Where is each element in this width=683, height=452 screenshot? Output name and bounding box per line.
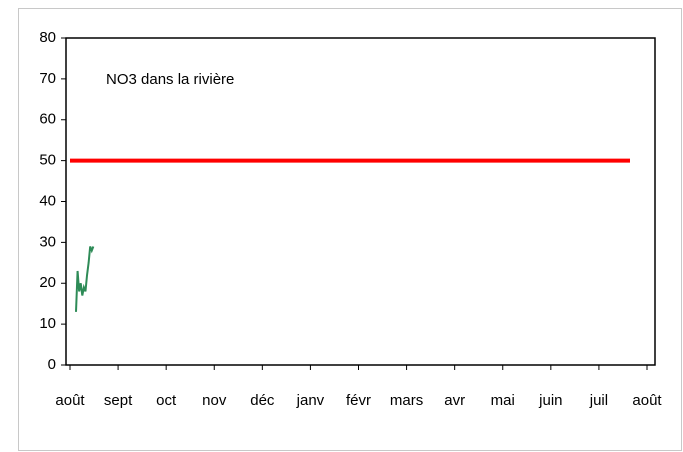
data-line [75,246,95,312]
x-tick-label: août [632,392,662,409]
x-tick-label: févr [346,392,371,409]
y-tick-label: 60 [39,111,56,128]
x-tick-label: août [55,392,85,409]
x-tick-label: nov [202,392,227,409]
x-tick-label: juil [589,392,608,409]
annotation: NO3 dans la rivière [106,71,234,88]
y-tick-label: 40 [39,192,56,209]
x-tick-label: janv [296,392,325,409]
chart-frame [18,8,682,451]
x-tick-label: avr [444,392,465,409]
x-tick-label: mai [491,392,515,409]
x-tick-label: mars [390,392,423,409]
x-tick-label: sept [104,392,133,409]
y-tick-label: 30 [39,233,56,250]
y-tick-label: 50 [39,152,56,169]
y-tick-label: 80 [39,29,56,46]
x-tick-label: déc [250,392,275,409]
y-tick-label: 0 [48,356,56,373]
y-tick-label: 10 [39,315,56,332]
x-tick-label: oct [156,392,177,409]
y-tick-label: 70 [39,70,56,87]
x-tick-label: juin [538,392,562,409]
y-tick-label: 20 [39,274,56,291]
